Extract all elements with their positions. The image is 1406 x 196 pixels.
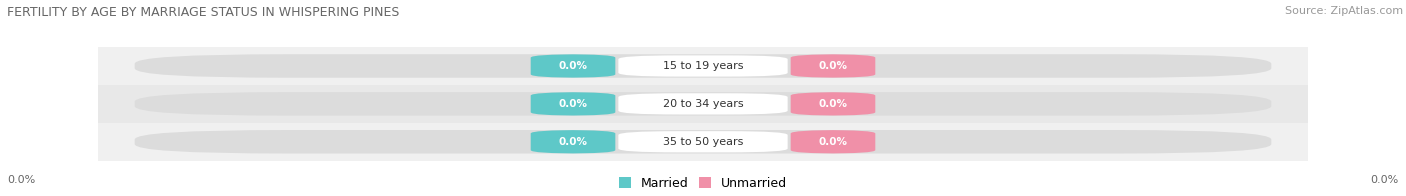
FancyBboxPatch shape [619, 131, 787, 152]
FancyBboxPatch shape [619, 93, 787, 114]
Text: FERTILITY BY AGE BY MARRIAGE STATUS IN WHISPERING PINES: FERTILITY BY AGE BY MARRIAGE STATUS IN W… [7, 6, 399, 19]
FancyBboxPatch shape [135, 54, 1271, 78]
Text: 0.0%: 0.0% [818, 99, 848, 109]
Legend: Married, Unmarried: Married, Unmarried [619, 177, 787, 190]
Text: 0.0%: 0.0% [818, 137, 848, 147]
Text: 0.0%: 0.0% [7, 175, 35, 185]
Text: 20 to 34 years: 20 to 34 years [662, 99, 744, 109]
FancyBboxPatch shape [790, 54, 876, 78]
Text: 0.0%: 0.0% [1371, 175, 1399, 185]
Bar [98, 47, 1308, 85]
Text: 0.0%: 0.0% [558, 137, 588, 147]
Text: 35 to 50 years: 35 to 50 years [662, 137, 744, 147]
Text: 0.0%: 0.0% [558, 61, 588, 71]
Text: 0.0%: 0.0% [818, 61, 848, 71]
FancyBboxPatch shape [619, 55, 787, 77]
FancyBboxPatch shape [135, 130, 1271, 153]
Bar [98, 123, 1308, 161]
FancyBboxPatch shape [530, 92, 616, 116]
FancyBboxPatch shape [530, 130, 616, 153]
FancyBboxPatch shape [790, 130, 876, 153]
Text: 15 to 19 years: 15 to 19 years [662, 61, 744, 71]
FancyBboxPatch shape [790, 92, 876, 116]
FancyBboxPatch shape [530, 54, 616, 78]
Text: Source: ZipAtlas.com: Source: ZipAtlas.com [1285, 6, 1403, 16]
FancyBboxPatch shape [135, 92, 1271, 116]
Bar [98, 85, 1308, 123]
Text: 0.0%: 0.0% [558, 99, 588, 109]
